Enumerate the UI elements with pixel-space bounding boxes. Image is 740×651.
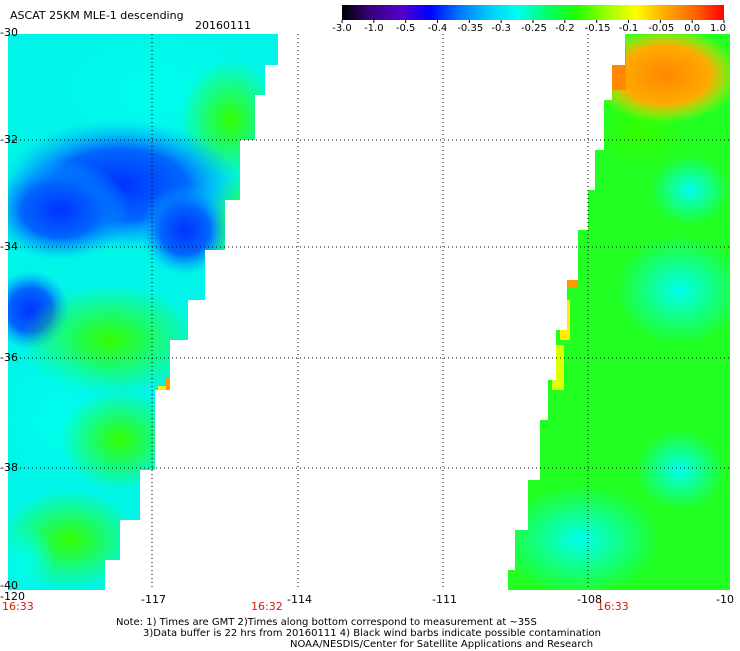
lat-label-30: -30 [0, 26, 18, 39]
time-label-right: 16:33 [597, 600, 629, 613]
colorbar-tick-label: -0.15 [584, 23, 611, 34]
note-line-3: NOAA/NESDIS/Center for Satellite Applica… [290, 639, 594, 650]
map-date: 20160111 [195, 19, 251, 32]
colorbar-gradient [342, 5, 724, 20]
colorbar-tick-label: -0.2 [555, 23, 575, 34]
colorbar-tick-label: -1.0 [364, 23, 384, 34]
time-label-middle: 16:32 [251, 600, 283, 613]
time-label-left: 16:33 [2, 600, 34, 613]
lat-label-32: -32 [0, 133, 18, 146]
lon-label-111: -111 [432, 593, 457, 606]
map-title: ASCAT 25KM MLE-1 descending [10, 9, 184, 22]
lon-label-120: -120 [0, 590, 25, 603]
lat-label-36: -36 [0, 351, 18, 364]
colorbar-tick-label: 1.0 [710, 23, 726, 34]
colorbar-tick-label: -0.3 [491, 23, 511, 34]
left-swath [8, 34, 278, 590]
lat-label-40: -40 [0, 579, 18, 592]
graticule [8, 34, 730, 590]
colorbar-tick-label: -0.05 [648, 23, 675, 34]
note-line-1: Note: 1) Times are GMT 2)Times along bot… [116, 617, 537, 628]
lon-label-105: -10 [716, 593, 734, 606]
lat-label-34: -34 [0, 240, 18, 253]
lon-label-117: -117 [141, 593, 166, 606]
colorbar-tick-label: -0.5 [395, 23, 416, 34]
colorbar-tick-label: -0.1 [618, 23, 639, 34]
colorbar-tick-label: -0.25 [521, 23, 547, 34]
colorbar [341, 5, 725, 23]
colorbar-tick-label: 0.0 [684, 23, 701, 34]
lon-label-114: -114 [287, 593, 312, 606]
right-swath [508, 34, 730, 590]
note-line-2: 3)Data buffer is 22 hrs from 20160111 4)… [143, 628, 601, 639]
colorbar-tick-label: -0.35 [457, 23, 484, 34]
colorbar-tick-label: -0.4 [427, 23, 448, 34]
lat-label-38: -38 [0, 461, 18, 474]
colorbar-tick-label: -3.0 [332, 23, 352, 34]
lon-label-108: -108 [577, 593, 602, 606]
